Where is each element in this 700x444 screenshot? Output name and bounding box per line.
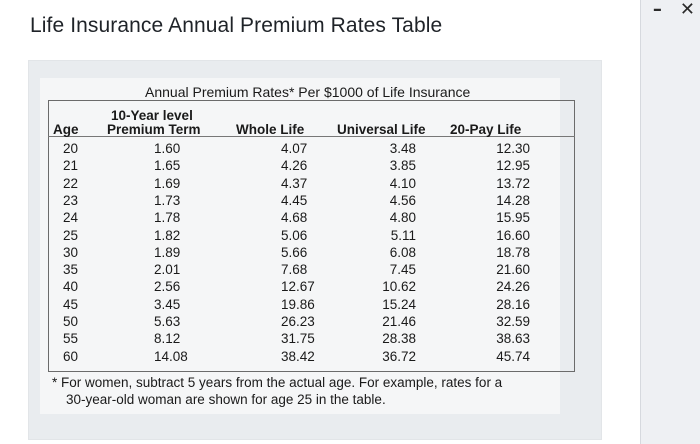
cell-20-pay-life: 32.59	[496, 314, 530, 329]
page-title: Life Insurance Annual Premium Rates Tabl…	[30, 14, 443, 37]
cell-term: 1.82	[154, 228, 181, 243]
cell-whole-life: 12.67	[281, 279, 315, 294]
cell-term: 1.65	[154, 158, 181, 173]
cell-term: 2.01	[154, 262, 181, 277]
cell-universal-life: 3.85	[389, 158, 416, 173]
cell-age: 50	[63, 314, 79, 329]
window-controls: – ✕	[653, 0, 695, 20]
table-card	[40, 78, 560, 414]
cell-age: 24	[63, 210, 79, 225]
cell-whole-life: 4.68	[281, 210, 308, 225]
header-divider	[48, 136, 575, 137]
header-term-line1: 10-Year level	[111, 108, 193, 123]
cell-age: 25	[63, 228, 79, 243]
cell-whole-life: 4.07	[281, 141, 308, 156]
cell-age: 21	[63, 158, 79, 173]
cell-term: 5.63	[154, 314, 181, 329]
side-panel: – ✕	[640, 0, 700, 444]
cell-term: 8.12	[154, 331, 181, 346]
cell-age: 20	[63, 141, 79, 156]
cell-age: 40	[63, 279, 79, 294]
cell-term: 1.89	[154, 245, 181, 260]
footnote-line-1: * For women, subtract 5 years from the a…	[52, 375, 503, 390]
cell-age: 23	[63, 193, 79, 208]
cell-universal-life: 4.80	[389, 210, 416, 225]
header-term-line2: Premium Term	[107, 122, 201, 137]
cell-20-pay-life: 15.95	[496, 210, 530, 225]
cell-20-pay-life: 18.78	[496, 245, 530, 260]
cell-20-pay-life: 28.16	[496, 297, 530, 312]
close-icon[interactable]: ✕	[679, 0, 695, 20]
cell-age: 22	[63, 176, 79, 191]
cell-universal-life: 5.11	[390, 228, 416, 243]
cell-whole-life: 4.37	[281, 176, 308, 191]
cell-20-pay-life: 45.74	[496, 349, 530, 364]
cell-20-pay-life: 24.26	[496, 279, 530, 294]
cell-term: 1.69	[154, 176, 181, 191]
cell-20-pay-life: 16.60	[496, 228, 530, 243]
cell-term: 1.78	[154, 210, 181, 225]
app-window: Life Insurance Annual Premium Rates Tabl…	[28, 14, 602, 440]
cell-universal-life: 21.46	[382, 314, 416, 329]
cell-universal-life: 15.24	[382, 297, 416, 312]
cell-age: 60	[63, 349, 79, 364]
cell-universal-life: 3.48	[389, 141, 416, 156]
table-frame	[48, 100, 575, 372]
cell-age: 55	[63, 331, 79, 346]
cell-universal-life: 7.45	[389, 262, 416, 277]
cell-universal-life: 28.38	[382, 331, 416, 346]
cell-whole-life: 31.75	[281, 331, 315, 346]
cell-whole-life: 19.86	[281, 297, 315, 312]
cell-term: 14.08	[154, 349, 188, 364]
cell-age: 35	[63, 262, 79, 277]
cell-whole-life: 4.26	[281, 158, 308, 173]
cell-20-pay-life: 13.72	[496, 176, 530, 191]
cell-universal-life: 4.10	[389, 176, 416, 191]
footnote: * For women, subtract 5 years from the a…	[52, 374, 562, 408]
cell-age: 30	[63, 245, 79, 260]
cell-term: 1.60	[154, 141, 181, 156]
cell-20-pay-life: 14.28	[496, 193, 530, 208]
header-universal-life: Universal Life	[337, 122, 426, 137]
header-whole-life: Whole Life	[236, 122, 305, 137]
cell-universal-life: 6.08	[389, 245, 416, 260]
cell-whole-life: 7.68	[281, 262, 308, 277]
cell-20-pay-life: 12.95	[496, 158, 530, 173]
cell-term: 1.73	[154, 193, 181, 208]
cell-universal-life: 4.56	[389, 193, 416, 208]
cell-whole-life: 4.45	[281, 193, 308, 208]
cell-whole-life: 5.06	[281, 228, 308, 243]
cell-20-pay-life: 21.60	[496, 262, 530, 277]
cell-term: 2.56	[154, 279, 181, 294]
cell-term: 3.45	[154, 297, 181, 312]
cell-whole-life: 5.66	[281, 245, 308, 260]
cell-universal-life: 10.62	[382, 279, 416, 294]
header-age: Age	[53, 122, 79, 137]
cell-whole-life: 26.23	[281, 314, 315, 329]
table-caption: Annual Premium Rates* Per $1000 of Life …	[145, 84, 471, 100]
cell-age: 45	[63, 297, 79, 312]
footnote-line-2: 30-year-old woman are shown for age 25 i…	[66, 392, 386, 407]
cell-whole-life: 38.42	[281, 349, 315, 364]
cell-universal-life: 36.72	[382, 349, 416, 364]
header-20-pay-life: 20-Pay Life	[450, 122, 522, 137]
minimize-icon[interactable]: –	[652, 0, 662, 20]
cell-20-pay-life: 12.30	[496, 141, 530, 156]
cell-20-pay-life: 38.63	[496, 331, 530, 346]
